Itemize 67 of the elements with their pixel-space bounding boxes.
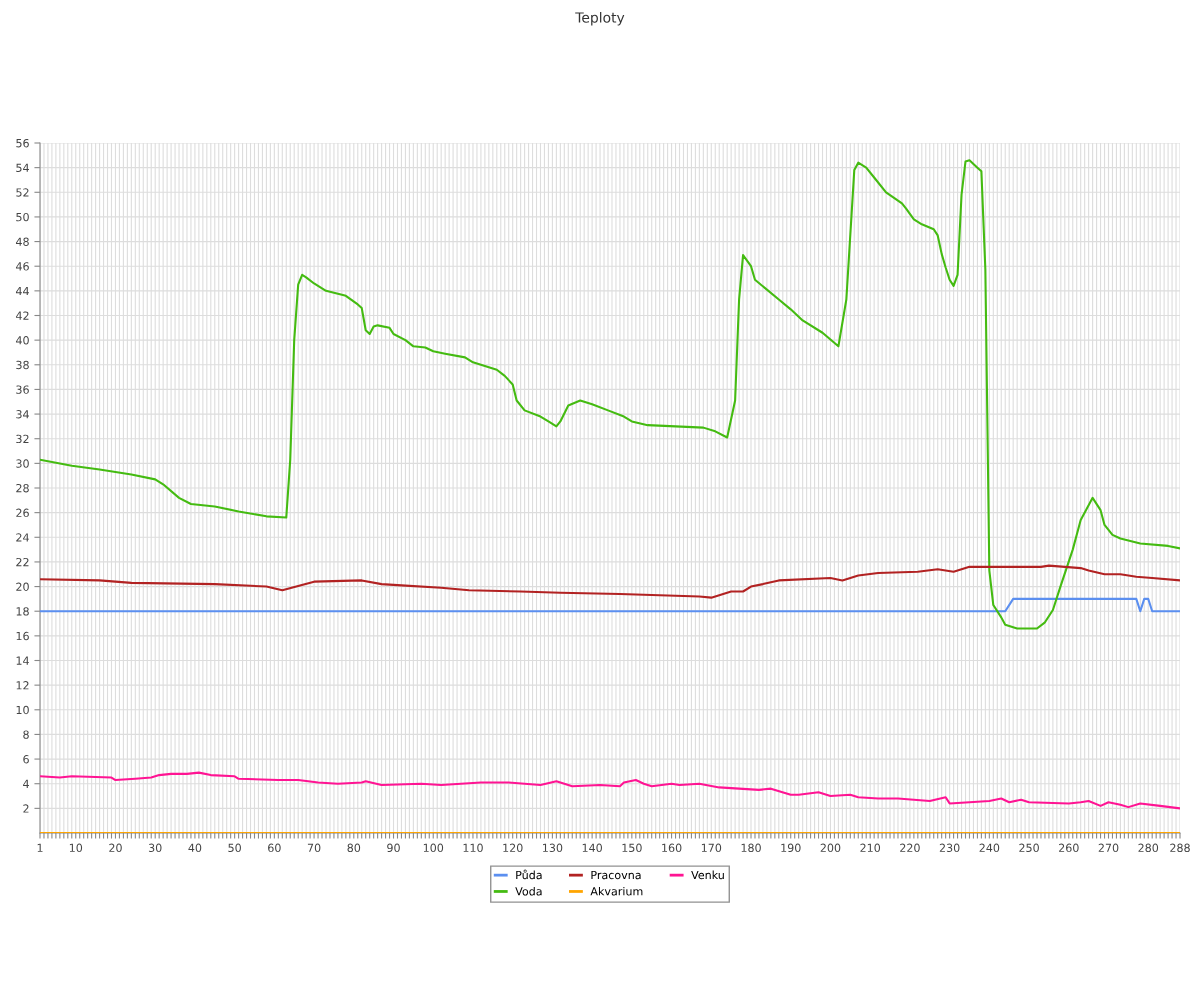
x-tick-label: 230 <box>939 843 960 853</box>
legend-label: Voda <box>515 886 542 896</box>
y-tick-label: 48 <box>15 237 29 246</box>
y-tick-label: 56 <box>16 138 29 148</box>
line-series <box>40 771 1180 810</box>
x-tick-label: 240 <box>979 843 1000 853</box>
x-tick-label: 150 <box>622 843 642 853</box>
x-tick-label: 40 <box>188 843 202 853</box>
x-tick-label: 288 <box>1170 843 1190 853</box>
y-tick-label: 52 <box>16 188 29 197</box>
y-tick-label: 44 <box>15 286 29 296</box>
x-tick-label: 170 <box>701 843 722 853</box>
y-tick-label: 26 <box>16 508 29 518</box>
chart-title: Teploty <box>575 12 625 26</box>
x-tick-label: 90 <box>387 843 400 853</box>
y-tick-label: 28 <box>16 483 29 493</box>
legend-label: Venku <box>691 870 724 880</box>
y-tick-label: 30 <box>16 459 29 468</box>
y-tick-label: 54 <box>16 163 29 173</box>
y-tick-label: 22 <box>16 557 29 567</box>
x-tick-label: 270 <box>1098 843 1119 853</box>
y-tick-label: 20 <box>16 582 29 591</box>
y-tick-label: 50 <box>16 212 29 222</box>
x-tick-label: 80 <box>347 843 361 853</box>
line-series <box>40 564 1180 599</box>
x-tick-label: 160 <box>662 843 682 853</box>
x-tick-label: 260 <box>1058 843 1079 853</box>
y-tick-label: 10 <box>16 705 29 715</box>
y-tick-label: 12 <box>16 681 29 690</box>
x-tick-label: 110 <box>463 843 483 853</box>
x-tick-label: 50 <box>228 843 241 853</box>
y-tick-label: 32 <box>16 434 29 444</box>
y-tick-label: 36 <box>16 385 29 394</box>
x-tick-label: 250 <box>1019 843 1039 853</box>
y-tick-label: 2 <box>23 804 29 813</box>
x-tick-label: 210 <box>860 843 881 853</box>
legend-label: Půda <box>516 869 542 880</box>
x-tick-label: 120 <box>503 843 523 853</box>
x-tick-label: 30 <box>148 843 162 853</box>
y-tick-label: 38 <box>16 360 29 370</box>
x-tick-label: 200 <box>820 843 841 853</box>
x-tick-label: 190 <box>781 843 801 853</box>
line-series <box>40 159 1180 630</box>
y-tick-label: 42 <box>15 311 29 320</box>
x-tick-label: 220 <box>900 843 920 853</box>
y-tick-label: 18 <box>16 607 29 616</box>
y-tick-label: 16 <box>16 631 29 641</box>
x-tick-label: 1 <box>37 843 43 852</box>
x-tick-label: 100 <box>423 843 444 853</box>
y-tick-label: 46 <box>15 262 29 271</box>
legend-label: Akvarium <box>590 886 643 896</box>
y-tick-label: 24 <box>16 533 29 542</box>
y-tick-label: 8 <box>23 730 29 739</box>
x-tick-label: 180 <box>741 843 761 853</box>
legend-label: Pracovna <box>591 870 641 880</box>
x-tick-label: 10 <box>69 843 83 853</box>
y-tick-label: 34 <box>16 410 29 419</box>
x-tick-label: 70 <box>307 843 321 853</box>
x-tick-label: 60 <box>268 843 281 853</box>
x-tick-label: 140 <box>582 843 602 853</box>
y-tick-label: 6 <box>23 755 29 764</box>
x-tick-label: 130 <box>543 843 563 853</box>
y-tick-label: 40 <box>15 336 29 345</box>
y-tick-label: 4 <box>23 779 29 788</box>
x-tick-label: 280 <box>1138 843 1159 853</box>
y-tick-label: 14 <box>16 656 29 665</box>
x-tick-label: 20 <box>109 843 122 853</box>
